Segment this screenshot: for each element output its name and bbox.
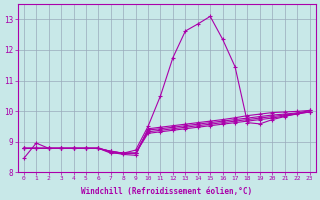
X-axis label: Windchill (Refroidissement éolien,°C): Windchill (Refroidissement éolien,°C) bbox=[81, 187, 252, 196]
